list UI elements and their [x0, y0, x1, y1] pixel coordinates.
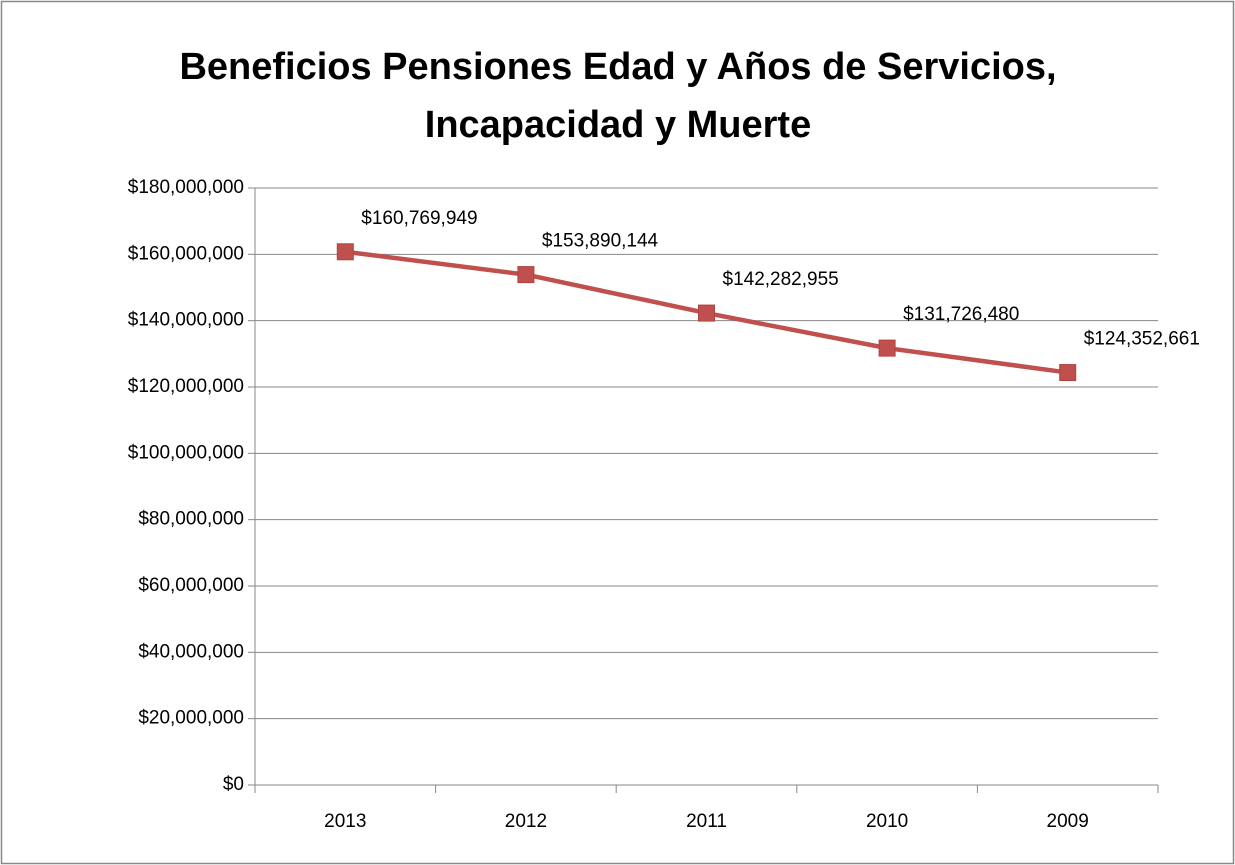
y-tick-label: $180,000,000	[128, 177, 244, 198]
y-tick-label: $160,000,000	[128, 243, 244, 264]
x-tick-label: 2010	[866, 811, 908, 832]
data-point	[517, 266, 535, 284]
data-point	[336, 243, 354, 261]
y-tick-label: $20,000,000	[138, 708, 244, 729]
y-tick-label: $100,000,000	[128, 442, 244, 463]
chart-title: Beneficios Pensiones Edad y Años de Serv…	[179, 46, 1057, 146]
data-point	[878, 339, 896, 357]
x-tick-label: 2013	[324, 811, 366, 832]
y-tick-label: $60,000,000	[138, 575, 244, 596]
x-tick-label: 2012	[505, 811, 547, 832]
y-tick-label: $0	[223, 774, 244, 795]
data-label: $142,282,955	[723, 269, 839, 290]
y-tick-label: $140,000,000	[128, 310, 244, 331]
data-label: $153,890,144	[542, 231, 659, 252]
y-tick-label: $120,000,000	[128, 376, 244, 397]
data-label: $124,352,661	[1084, 329, 1200, 350]
y-tick-label: $80,000,000	[138, 509, 244, 530]
data-label: $131,726,480	[903, 304, 1019, 325]
x-tick-label: 2011	[686, 811, 727, 832]
y-tick-label: $40,000,000	[138, 641, 244, 662]
data-point	[1059, 364, 1077, 382]
x-tick-label: 2009	[1047, 811, 1089, 832]
data-label: $160,769,949	[361, 208, 477, 229]
data-point	[698, 304, 715, 322]
